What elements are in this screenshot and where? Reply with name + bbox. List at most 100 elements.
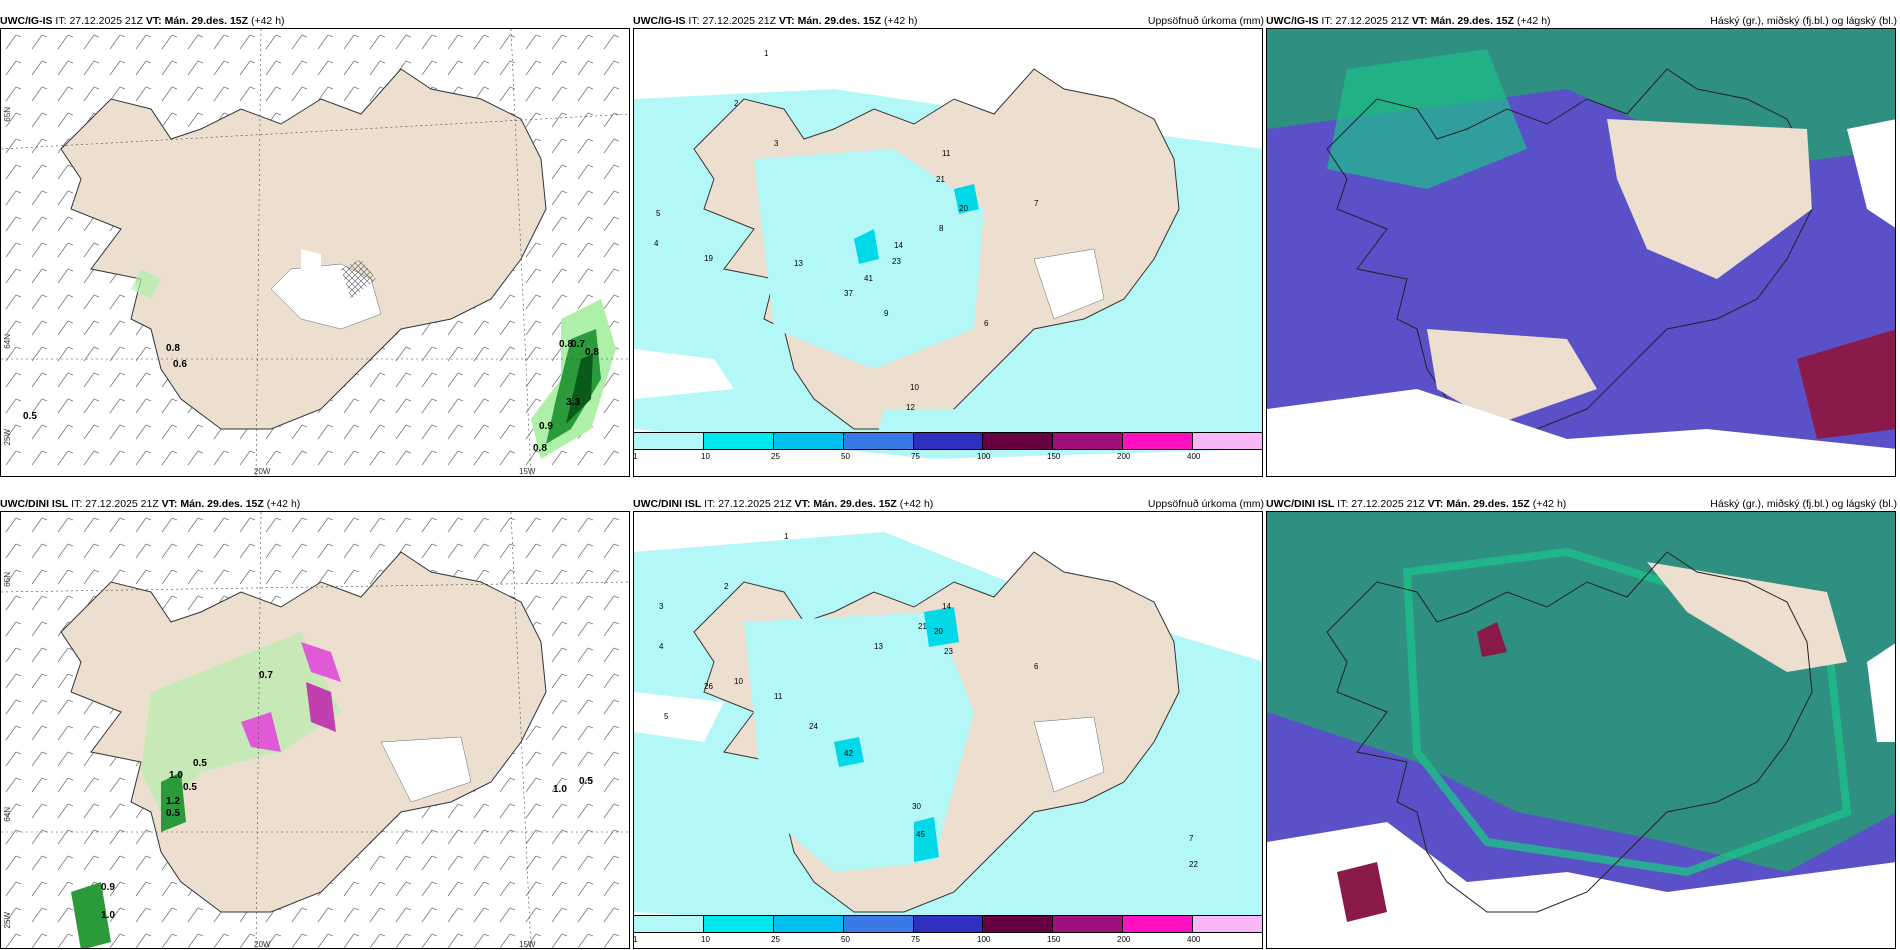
precip-value: 20 (959, 204, 968, 213)
precip-value: 26 (704, 682, 713, 691)
precip-value: 3 (659, 602, 664, 611)
colorbar-seg (703, 432, 774, 450)
map-frame: 0.7 0.5 1.0 0.5 1.2 0.5 1.0 0.5 1.0 0.9 … (0, 511, 630, 949)
precip-value: 6 (1034, 662, 1039, 671)
colorbar-tick: 200 (1117, 935, 1131, 944)
precip-value: 7 (1034, 199, 1039, 208)
value-label: 0.5 (183, 782, 197, 793)
precip-map (634, 29, 1262, 476)
precip-value: 21 (918, 622, 927, 631)
panel-title: UWC/DINI ISL IT: 27.12.2025 21Z VT: Mán.… (0, 498, 301, 510)
value-label: 0.7 (259, 670, 273, 681)
value-label: 0.5 (23, 411, 37, 422)
precip-value: 19 (704, 254, 713, 263)
lat-label: 25W (3, 912, 12, 929)
cloud-map (1267, 512, 1895, 948)
panel-title: UWC/IG-IS IT: 27.12.2025 21Z VT: Mán. 29… (633, 15, 918, 27)
precip-value: 11 (774, 692, 783, 701)
lat-label: 65N (3, 107, 12, 122)
colorbar: 1 10 25 50 75 100 150 200 400 (633, 432, 1264, 461)
panel-bottom-left-wind: UWC/DINI ISL IT: 27.12.2025 21Z VT: Mán.… (0, 497, 633, 949)
panel-subtitle: Uppsöfnuð úrkoma (mm) (1147, 498, 1264, 510)
colorbar-tick: 50 (841, 935, 850, 944)
iceland-land (1326, 68, 1813, 430)
precip-value: 42 (844, 749, 853, 758)
precip-value: 14 (894, 241, 903, 250)
cloud-map (1267, 29, 1895, 476)
precip-value: 3 (774, 139, 779, 148)
value-label: 0.5 (579, 776, 593, 787)
precip-value: 5 (656, 209, 661, 218)
panel-title: UWC/DINI ISL IT: 27.12.2025 21Z VT: Mán.… (633, 498, 934, 510)
colorbar-tick: 25 (771, 452, 780, 461)
precip-value: 1 (764, 49, 769, 58)
value-label: 0.8 (533, 443, 547, 454)
colorbar-tick: 150 (1047, 452, 1061, 461)
colorbar-tick: 10 (701, 935, 710, 944)
lon-label: 15W (519, 467, 536, 476)
lat-label: 25W (3, 429, 12, 446)
precip-value: 1 (784, 532, 789, 541)
colorbar-tick: 150 (1047, 935, 1061, 944)
value-label: 0.6 (173, 359, 187, 370)
lat-label: 65N (3, 572, 12, 587)
precip-value: 4 (659, 642, 664, 651)
value-label: 0.9 (539, 421, 553, 432)
iceland-land (60, 68, 547, 430)
precip-value: 21 (936, 175, 945, 184)
map-frame: 0.8 0.6 0.5 0.8 0.8 0.7 3.3 0.8 0.9 20W … (0, 28, 630, 477)
panel-subtitle: Háský (gr.), miðský (fj.bl.) og lágský (… (1710, 15, 1897, 27)
panel-subtitle: Uppsöfnuð úrkoma (mm) (1147, 15, 1264, 27)
colorbar-seg (703, 915, 774, 933)
precip-value: 4 (654, 239, 659, 248)
value-label: 0.5 (166, 808, 180, 819)
precip-value: 37 (844, 289, 853, 298)
precip-value: 2 (734, 99, 739, 108)
colorbar-seg (1053, 915, 1124, 933)
precip-value: 13 (874, 642, 883, 651)
value-label: 0.5 (193, 758, 207, 769)
precip-value: 10 (734, 677, 743, 686)
colorbar-seg (773, 432, 844, 450)
panel-title: UWC/IG-IS IT: 27.12.2025 21Z VT: Mán. 29… (0, 15, 285, 27)
lat-label: 64N (3, 807, 12, 822)
colorbar-tick: 400 (1187, 935, 1201, 944)
colorbar-seg (633, 432, 704, 450)
precip-value: 24 (809, 722, 818, 731)
colorbar-seg (983, 915, 1054, 933)
colorbar-seg (633, 915, 704, 933)
precip-value: 5 (664, 712, 669, 721)
precip-value: 23 (892, 257, 901, 266)
panel-bottom-right-clouds: UWC/DINI ISL IT: 27.12.2025 21Z VT: Mán.… (1266, 497, 1899, 949)
lon-label: 15W (519, 940, 536, 949)
precip-value: 23 (944, 647, 953, 656)
map-frame: 1 2 3 4 5 10 11 13 14 20 21 23 24 26 42 … (633, 511, 1263, 949)
lat-label: 64N (3, 334, 12, 349)
colorbar-seg (1193, 432, 1264, 450)
precip-value: 9 (884, 309, 889, 318)
colorbar-seg (1053, 432, 1124, 450)
colorbar-tick: 400 (1187, 452, 1201, 461)
value-label: 1.0 (553, 784, 567, 795)
panel-top-left-wind: UWC/IG-IS IT: 27.12.2025 21Z VT: Mán. 29… (0, 14, 633, 477)
precip-value: 41 (864, 274, 873, 283)
colorbar-tick: 50 (841, 452, 850, 461)
colorbar-seg (983, 432, 1054, 450)
colorbar-tick: 100 (977, 935, 991, 944)
precip-value: 7 (1189, 834, 1194, 843)
colorbar-tick: 1 (633, 452, 638, 461)
colorbar: 1 10 25 50 75 100 150 200 400 (633, 915, 1264, 944)
value-label: 0.7 (571, 339, 585, 350)
colorbar-tick: 25 (771, 935, 780, 944)
panel-top-right-clouds: UWC/IG-IS IT: 27.12.2025 21Z VT: Mán. 29… (1266, 14, 1899, 477)
precip-value: 11 (942, 149, 951, 158)
value-label: 0.8 (585, 347, 599, 358)
panel-subtitle: Háský (gr.), miðský (fj.bl.) og lágský (… (1710, 498, 1897, 510)
precip-value: 45 (916, 830, 925, 839)
colorbar-seg (913, 432, 984, 450)
colorbar-seg (1123, 432, 1194, 450)
wind-map (1, 512, 629, 948)
colorbar-seg (843, 915, 914, 933)
precip-value: 30 (912, 802, 921, 811)
map-frame: 1 2 3 4 5 13 19 37 41 23 14 21 10 11 12 … (633, 28, 1263, 477)
